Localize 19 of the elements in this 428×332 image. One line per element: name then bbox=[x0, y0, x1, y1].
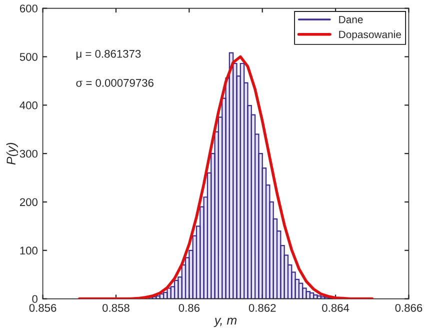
annotation: μ = 0.861373 bbox=[76, 50, 141, 60]
y-tick-label: 400 bbox=[20, 101, 38, 110]
x-tick-label: 0.864 bbox=[322, 304, 350, 312]
x-tick-label: 0.86 bbox=[178, 304, 200, 312]
y-tick-label: 500 bbox=[20, 52, 38, 61]
x-tick-label: 0.862 bbox=[248, 304, 276, 312]
y-tick-label: 100 bbox=[20, 246, 38, 255]
x-axis-title: y, m bbox=[214, 318, 237, 328]
annotation: σ = 0.00079736 bbox=[76, 78, 154, 87]
y-axis-title: P(y) bbox=[6, 142, 18, 165]
x-tick-label: 0.858 bbox=[102, 304, 130, 312]
legend-label: Dopasowanie bbox=[339, 30, 401, 40]
y-tick-label: 200 bbox=[20, 198, 38, 206]
legend-label: Dane bbox=[339, 16, 363, 24]
x-tick-label: 0.856 bbox=[29, 304, 56, 312]
y-tick-label: 0 bbox=[32, 295, 38, 303]
y-tick-label: 600 bbox=[20, 4, 38, 12]
y-tick-label: 300 bbox=[20, 150, 38, 158]
x-tick-label: 0.866 bbox=[395, 304, 422, 312]
